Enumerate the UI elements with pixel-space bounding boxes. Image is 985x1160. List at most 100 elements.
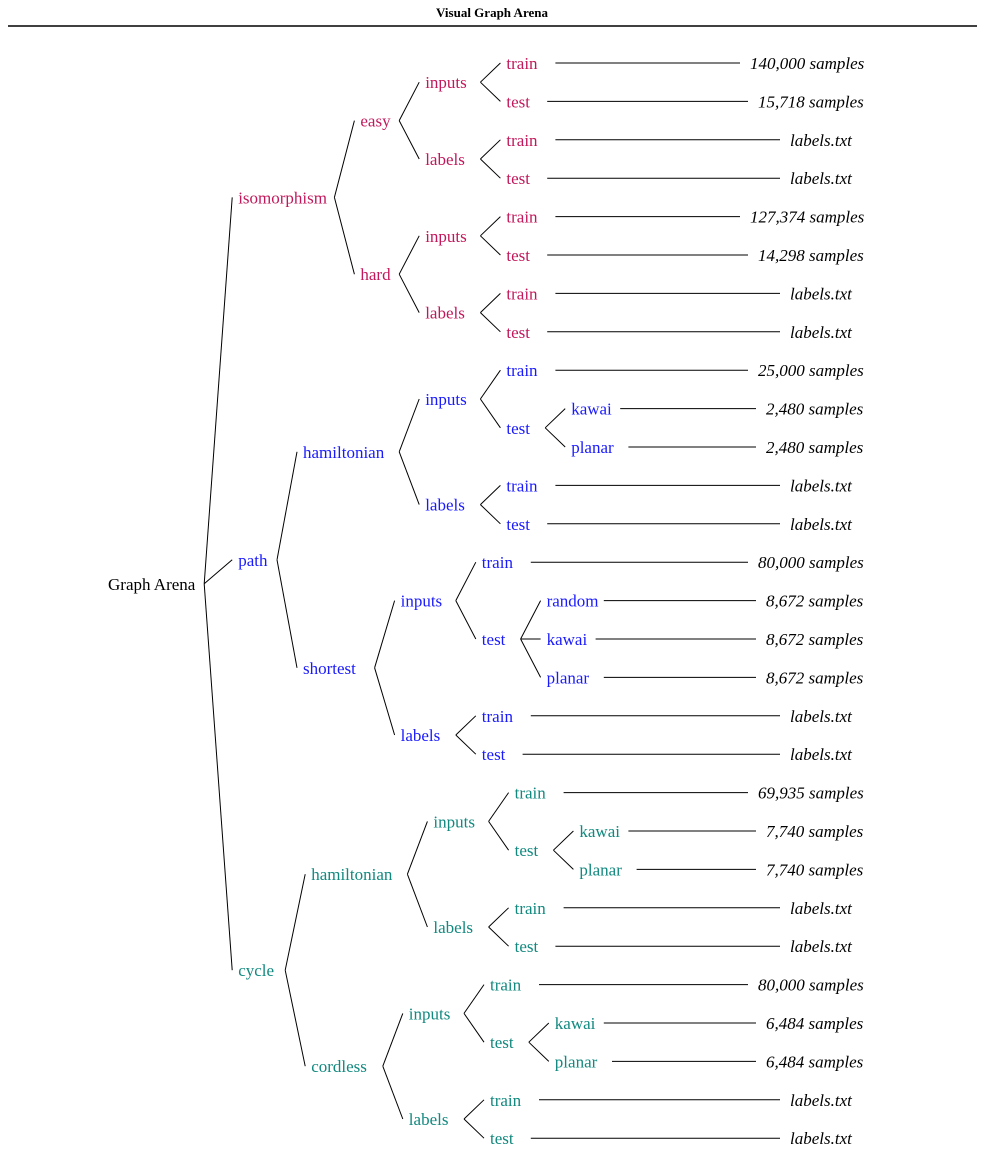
leaf-value-root-cycle2-hamiltonian0-inputs0-test1-kawai0: 7,740 samples [766,822,864,841]
edge-root-cycle2-hamiltonian0-labels1-1 [488,926,509,947]
edge-root-path1-hamiltonian0-inputs0-1 [479,398,501,429]
node-root-cycle2-cordless1-inputs0-test1-kawai0: kawai [555,1014,596,1033]
node-root-path1-hamiltonian0-inputs0: inputs [425,390,467,409]
leaf-value-root-path1-hamiltonian0-labels1-test1: labels.txt [790,515,853,534]
node-root-cycle2-hamiltonian0-labels1: labels [433,918,473,937]
node-root-isomorphism0-easy0-inputs0-test1: test [506,92,530,111]
edge-root-cycle2-cordless1-inputs0-0 [463,984,485,1014]
node-root-cycle2-hamiltonian0-inputs0-test1-planar1: planar [579,860,622,879]
edge-root-cycle2-cordless1-1 [382,1066,404,1120]
edge-root-path1-hamiltonian0-inputs0-0 [479,369,501,400]
leaf-value-root-cycle2-cordless1-inputs0-test1-kawai0: 6,484 samples [766,1014,864,1033]
edge-root-isomorphism0-easy0-inputs0-0 [480,62,501,83]
node-root-path1-shortest1-inputs0-test1-planar2: planar [547,668,590,687]
edge-root-path1-shortest1-1 [374,667,396,736]
edge-root-isomorphism0-hard1-labels1-1 [480,312,501,333]
edge-root-cycle2-cordless1-inputs0-test1-0 [528,1022,550,1043]
edge-root-isomorphism0-easy0-inputs0-1 [480,81,501,102]
edge-root-path1-shortest1-labels1-0 [455,715,477,736]
edge-root-path1-hamiltonian0-inputs0-test1-0 [544,408,566,429]
node-root-path1-hamiltonian0-labels1-train0: train [506,476,538,495]
edge-root-isomorphism0-easy0-1 [398,120,420,160]
leaf-value-root-cycle2-cordless1-inputs0-train0: 80,000 samples [758,976,864,995]
edge-root-cycle2-hamiltonian0-inputs0-test1-0 [553,830,574,851]
edge-root-cycle2-cordless1-labels1-1 [463,1118,485,1139]
node-root-isomorphism0-hard1-labels1-train0: train [506,284,538,303]
edge-root-path1-shortest1-inputs0-0 [455,561,477,601]
leaf-value-root-isomorphism0-hard1-inputs0-train0: 127,374 samples [750,208,865,227]
leaf-value-root-path1-shortest1-inputs0-test1-random0: 8,672 samples [766,592,864,611]
edge-root-cycle2-cordless1-inputs0-1 [463,1013,485,1043]
edge-root-cycle2-hamiltonian0-labels1-0 [488,907,509,928]
node-root-isomorphism0-hard1-inputs0-test1: test [506,246,530,265]
edge-root-cycle2-hamiltonian0-1 [406,874,428,928]
leaf-value-root-isomorphism0-hard1-labels1-test1: labels.txt [790,323,853,342]
leaf-value-root-cycle2-hamiltonian0-labels1-train0: labels.txt [790,899,853,918]
node-root-path1-shortest1-inputs0-test1-random0: random [547,592,599,611]
edge-root-path1-hamiltonian0-labels1-0 [480,485,501,505]
tree-edges [203,62,780,1139]
edge-root-path1-0 [276,451,298,560]
node-root-cycle2-hamiltonian0: hamiltonian [311,865,393,884]
node-root-isomorphism0-easy0: easy [360,112,391,131]
node-root-isomorphism0-hard1-inputs0-train0: train [506,208,538,227]
node-root-path1-shortest1-labels1: labels [401,726,441,745]
node-root-path1-hamiltonian0-inputs0-test1-planar1: planar [571,438,614,457]
leaf-value-root-path1-shortest1-inputs0-test1-kawai1: 8,672 samples [766,630,864,649]
leaf-value-root-isomorphism0-easy0-labels1-train0: labels.txt [790,131,853,150]
edge-root-path1-shortest1-0 [374,600,396,668]
node-root-isomorphism0-easy0-inputs0: inputs [425,73,467,92]
edge-root-isomorphism0-easy0-labels1-0 [480,139,501,160]
leaf-value-root-path1-shortest1-inputs0-train0: 80,000 samples [758,553,864,572]
edge-root-isomorphism0-hard1-inputs0-1 [480,235,501,256]
node-root-isomorphism0-easy0-labels1: labels [425,150,465,169]
leaf-value-root-isomorphism0-hard1-inputs0-test1: 14,298 samples [758,246,864,265]
edge-root-cycle2-cordless1-inputs0-test1-1 [528,1041,550,1062]
leaf-value-root-path1-shortest1-labels1-test1: labels.txt [790,745,853,764]
leaf-value-root-path1-hamiltonian0-inputs0-test1-kawai0: 2,480 samples [766,400,864,419]
edge-root-2 [203,583,233,971]
leaf-value-root-cycle2-cordless1-labels1-test1: labels.txt [790,1129,853,1148]
node-root-cycle2-hamiltonian0-inputs0-test1-kawai0: kawai [579,822,620,841]
node-root-isomorphism0-easy0-labels1-train0: train [506,131,538,150]
edge-root-isomorphism0-easy0-labels1-1 [480,158,501,179]
node-root-cycle2-cordless1-inputs0-test1: test [490,1033,514,1052]
edge-root-isomorphism0-hard1-inputs0-0 [480,216,501,237]
node-root-path1-hamiltonian0: hamiltonian [303,443,385,462]
leaf-value-root-cycle2-hamiltonian0-inputs0-test1-planar1: 7,740 samples [766,860,864,879]
node-root-cycle2-hamiltonian0-inputs0-test1: test [515,841,539,860]
leaf-value-root-cycle2-hamiltonian0-inputs0-train0: 69,935 samples [758,784,864,803]
node-root-cycle2-cordless1-inputs0-train0: train [490,976,522,995]
node-root-cycle2: cycle [238,961,274,980]
node-root-cycle2-cordless1-labels1-test1: test [490,1129,514,1148]
leaf-value-root-cycle2-hamiltonian0-labels1-test1: labels.txt [790,937,853,956]
edge-root-isomorphism0-hard1-1 [398,273,420,313]
node-root-path1-hamiltonian0-labels1-test1: test [506,515,530,534]
edge-root-cycle2-hamiltonian0-0 [406,821,428,875]
leaf-value-root-isomorphism0-easy0-inputs0-test1: 15,718 samples [758,92,864,111]
leaf-value-root-cycle2-cordless1-inputs0-test1-planar1: 6,484 samples [766,1052,864,1071]
node-root-path1-shortest1-inputs0-train0: train [482,553,514,572]
node-root-path1-hamiltonian0-inputs0-train0: train [506,361,538,380]
node-root-path1-hamiltonian0-inputs0-test1: test [506,419,530,438]
leaf-value-root-isomorphism0-easy0-inputs0-train0: 140,000 samples [750,54,865,73]
edge-root-path1-hamiltonian0-inputs0-test1-1 [544,427,566,448]
leaf-value-root-path1-hamiltonian0-inputs0-train0: 25,000 samples [758,361,864,380]
edge-root-cycle2-0 [284,874,306,971]
leaf-value-root-cycle2-cordless1-labels1-train0: labels.txt [790,1091,853,1110]
tree-nodes: Graph Arena isomorphism easy inputs train 140… [108,54,865,1148]
edge-root-0 [203,197,233,584]
node-root-cycle2-cordless1: cordless [311,1057,367,1076]
diagram-title: Visual Graph Arena [436,5,548,20]
edge-root-cycle2-hamiltonian0-inputs0-test1-1 [553,849,574,870]
leaf-value-root-isomorphism0-easy0-labels1-test1: labels.txt [790,169,853,188]
node-root: Graph Arena [108,575,196,594]
node-root-cycle2-hamiltonian0-inputs0: inputs [433,812,475,831]
edge-root-cycle2-hamiltonian0-inputs0-1 [488,821,510,851]
node-root-isomorphism0-easy0-inputs0-train0: train [506,54,538,73]
node-root-cycle2-cordless1-inputs0-test1-planar1: planar [555,1052,598,1071]
node-root-cycle2-cordless1-labels1-train0: train [490,1091,522,1110]
node-root-path1-shortest1-labels1-train0: train [482,707,514,726]
